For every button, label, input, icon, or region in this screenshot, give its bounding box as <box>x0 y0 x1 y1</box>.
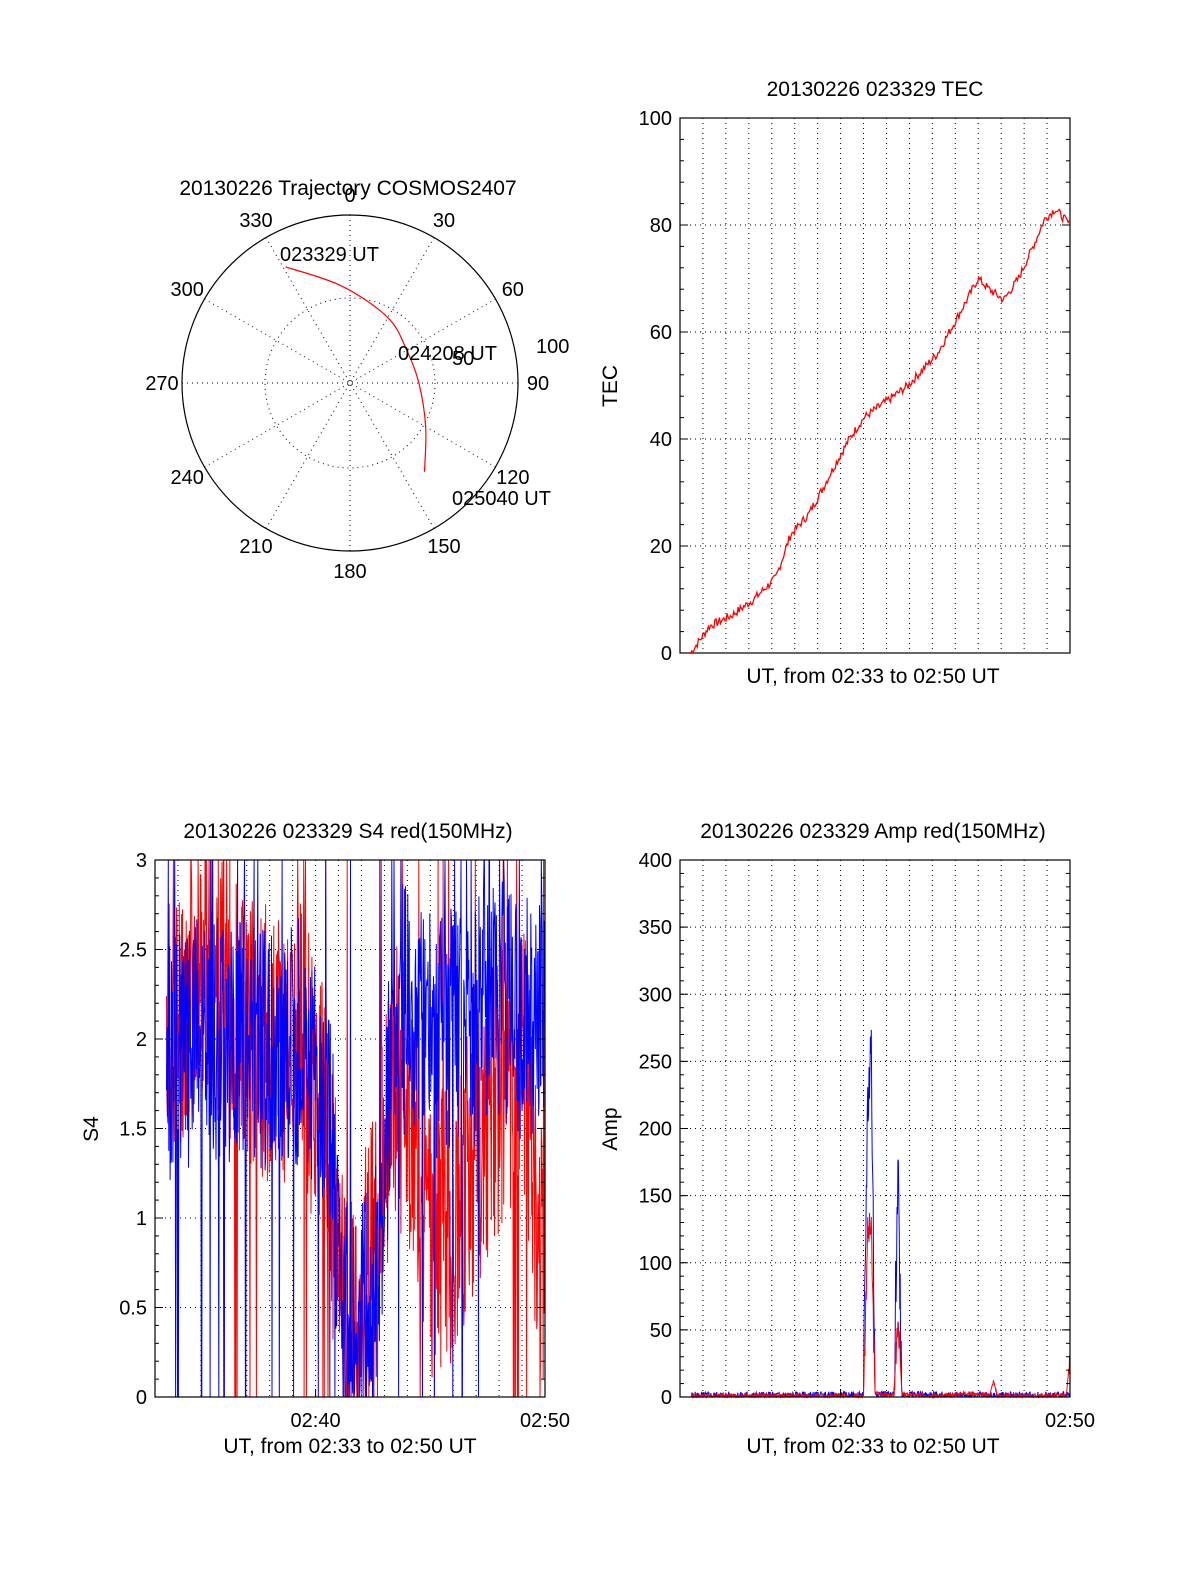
trajectory-mid-label: 024208 UT <box>398 343 497 365</box>
polar-angle-label-60: 60 <box>502 279 524 301</box>
polar-angle-label-0: 0 <box>344 185 355 207</box>
s4-y-axis-label: S4 <box>80 1116 103 1142</box>
polar-spoke-30 <box>265 237 435 529</box>
amp-ytick-label: 350 <box>639 917 672 939</box>
s4-xtick-label: 02:40 <box>291 1410 341 1432</box>
s4-ytick-label: 0.5 <box>119 1298 147 1320</box>
series-line-blue <box>166 859 545 1398</box>
amp-ytick-label: 100 <box>639 1253 672 1275</box>
s4-ytick-label: 0 <box>136 1387 147 1409</box>
series-line-blue <box>691 1029 1070 1399</box>
amp-xtick-label: 02:50 <box>1045 1410 1095 1432</box>
s4-ytick-label: 2 <box>136 1029 147 1051</box>
trajectory-end-label: 025040 UT <box>452 488 551 510</box>
amp-ytick-label: 150 <box>639 1186 672 1208</box>
amp-ytick-label: 50 <box>650 1320 672 1342</box>
s4-title: 20130226 023329 S4 red(150MHz) <box>183 820 512 843</box>
amp-ytick-label: 250 <box>639 1051 672 1073</box>
tec-ytick-label: 60 <box>650 322 672 344</box>
tec-ytick-label: 0 <box>661 643 672 665</box>
polar-angle-label-270: 270 <box>145 373 178 395</box>
amp-xtick-label: 02:40 <box>816 1410 866 1432</box>
polar-angle-label-210: 210 <box>239 536 272 558</box>
polar-angle-label-120: 120 <box>496 467 529 489</box>
s4-ytick-label: 2.5 <box>119 940 147 962</box>
polar-angle-label-300: 300 <box>170 279 203 301</box>
tec-plot-frame <box>679 117 1071 654</box>
tec-series-line <box>690 208 1070 655</box>
trajectory-start-label: 023329 UT <box>280 244 379 266</box>
amp-ytick-label: 300 <box>639 984 672 1006</box>
amp-x-axis-label: UT, from 02:33 to 02:50 UT <box>746 1435 999 1458</box>
tec-ytick-label: 20 <box>650 536 672 558</box>
s4-ytick-label: 1 <box>136 1208 147 1230</box>
series-line-red <box>691 1212 1070 1399</box>
amp-ytick-label: 200 <box>639 1119 672 1141</box>
trajectory-line <box>285 266 427 472</box>
polar-angle-label-150: 150 <box>427 536 460 558</box>
polar-trajectory-plot: 20130226 Trajectory COSMOS2407 0 30 60 90 12… <box>145 177 569 583</box>
polar-radial-label-100: 100 <box>536 336 569 358</box>
polar-angle-label-330: 330 <box>239 210 272 232</box>
s4-x-axis-label: UT, from 02:33 to 02:50 UT <box>223 1435 476 1458</box>
tec-ytick-label: 80 <box>650 215 672 237</box>
polar-radial-label-50: 50 <box>452 348 474 370</box>
s4-plot: 20130226 023329 S4 red(150MHz) 0 0.5 1 1.5 2… <box>80 820 570 1458</box>
polar-spoke-60 <box>204 298 496 468</box>
tec-plot: 20130226 023329 TEC 0 20 40 60 80 100 TEC UT,… <box>599 78 1071 688</box>
polar-angle-label-90: 90 <box>527 373 549 395</box>
tec-y-axis-label: TEC <box>599 365 622 407</box>
s4-ytick-label: 1.5 <box>119 1119 147 1141</box>
tec-ytick-label: 100 <box>639 108 672 130</box>
amp-y-axis-label: Amp <box>599 1107 622 1150</box>
tec-x-axis-label: UT, from 02:33 to 02:50 UT <box>746 665 999 688</box>
polar-angle-label-30: 30 <box>433 210 455 232</box>
polar-spoke-120 <box>204 298 496 468</box>
tec-ytick-label: 40 <box>650 429 672 451</box>
tec-title: 20130226 023329 TEC <box>767 78 984 101</box>
amp-ytick-label: 0 <box>661 1387 672 1409</box>
polar-spoke-150 <box>265 237 435 529</box>
amp-plot: 20130226 023329 Amp red(150MHz) 0 50 100 15… <box>599 820 1095 1458</box>
polar-angle-label-180: 180 <box>333 561 366 583</box>
s4-ytick-label: 3 <box>136 850 147 872</box>
polar-angle-label-240: 240 <box>170 467 203 489</box>
polar-inner-circle <box>264 297 436 469</box>
amp-title: 20130226 023329 Amp red(150MHz) <box>700 820 1046 843</box>
amp-ytick-label: 400 <box>639 850 672 872</box>
polar-title: 20130226 Trajectory COSMOS2407 <box>179 177 516 200</box>
s4-xtick-label: 02:50 <box>520 1410 570 1432</box>
